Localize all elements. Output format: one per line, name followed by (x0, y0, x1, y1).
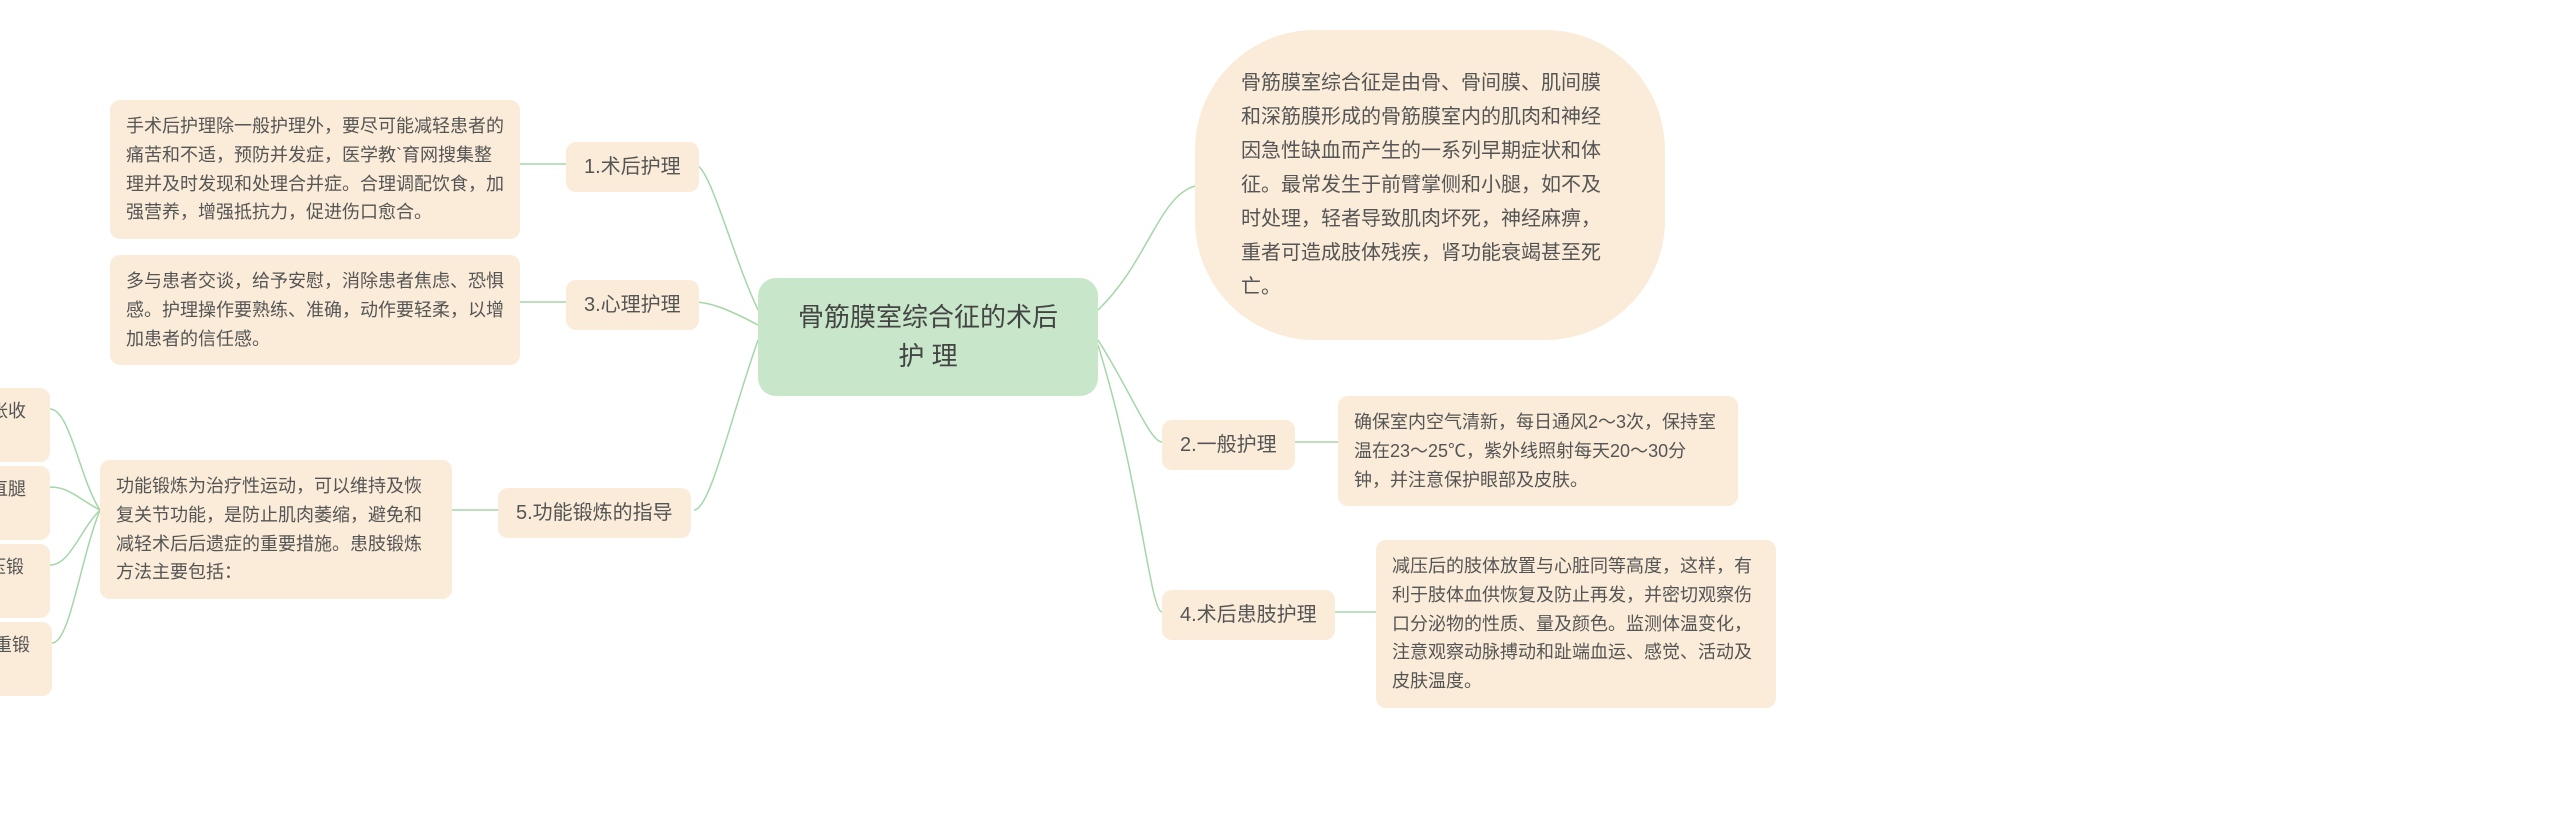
branch-5-detail[interactable]: 功能锻炼为治疗性运动，可以维持及恢复关节功能，是防止肌肉萎缩，避免和减轻术后后遗… (100, 460, 452, 599)
branch-label: 4.术后患肢护理 (1180, 604, 1317, 626)
branch-4-limb[interactable]: 4.术后患肢护理 (1162, 590, 1335, 640)
leaf-leglift[interactable]: （2）直腿抬高 (0, 466, 50, 540)
branch-2-detail[interactable]: 确保室内空气清新，每日通风2～3次，保持室温在23～25℃，紫外线照射每天20～… (1338, 396, 1738, 506)
leaf-text: （3）卧床时可进行患肢纵向挤压锻炼 (0, 557, 24, 604)
leaf-weight[interactable]: （4）后期可逐渐进行负重锻炼 (0, 622, 52, 696)
branch-label: 2.一般护理 (1180, 434, 1277, 456)
detail-text: 确保室内空气清新，每日通风2～3次，保持室温在23～25℃，紫外线照射每天20～… (1354, 412, 1716, 490)
center-label: 骨筋膜室综合征的术后护 理 (798, 302, 1058, 371)
branch-label: 5.功能锻炼的指导 (516, 502, 673, 524)
branch-3-detail[interactable]: 多与患者交谈，给予安慰，消除患者焦虑、恐惧感。护理操作要熟练、准确，动作要轻柔，… (110, 255, 520, 365)
branch-label: 3.心理护理 (584, 294, 681, 316)
branch-5-exercise[interactable]: 5.功能锻炼的指导 (498, 488, 691, 538)
intro-text: 骨筋膜室综合征是由骨、骨间膜、肌间膜和深筋膜形成的骨筋膜室内的肌肉和神经因急性缺… (1241, 72, 1601, 298)
detail-text: 多与患者交谈，给予安慰，消除患者焦虑、恐惧感。护理操作要熟练、准确，动作要轻柔，… (126, 271, 504, 349)
branch-1-postop[interactable]: 1.术后护理 (566, 142, 699, 192)
center-topic[interactable]: 骨筋膜室综合征的术后护 理 (758, 278, 1098, 396)
leaf-text: （2）直腿抬高 (0, 479, 26, 526)
leaf-text: （1）股四头肌等长等张收缩 (0, 401, 26, 448)
branch-2-general[interactable]: 2.一般护理 (1162, 420, 1295, 470)
branch-label: 1.术后护理 (584, 156, 681, 178)
branch-4-detail[interactable]: 减压后的肢体放置与心脏同等高度，这样，有利于肢体血供恢复及防止再发，并密切观察伤… (1376, 540, 1776, 708)
intro-bubble[interactable]: 骨筋膜室综合征是由骨、骨间膜、肌间膜和深筋膜形成的骨筋膜室内的肌肉和神经因急性缺… (1195, 30, 1665, 340)
branch-3-psych[interactable]: 3.心理护理 (566, 280, 699, 330)
leaf-quad[interactable]: （1）股四头肌等长等张收缩 (0, 388, 50, 462)
detail-text: 功能锻炼为治疗性运动，可以维持及恢复关节功能，是防止肌肉萎缩，避免和减轻术后后遗… (116, 476, 422, 582)
detail-text: 手术后护理除一般护理外，要尽可能减轻患者的痛苦和不适，预防并发症，医学教`育网搜… (126, 116, 504, 222)
branch-1-detail[interactable]: 手术后护理除一般护理外，要尽可能减轻患者的痛苦和不适，预防并发症，医学教`育网搜… (110, 100, 520, 239)
leaf-bedrest[interactable]: （3）卧床时可进行患肢纵向挤压锻炼 (0, 544, 50, 618)
detail-text: 减压后的肢体放置与心脏同等高度，这样，有利于肢体血供恢复及防止再发，并密切观察伤… (1392, 556, 1752, 691)
leaf-text: （4）后期可逐渐进行负重锻炼 (0, 635, 30, 682)
